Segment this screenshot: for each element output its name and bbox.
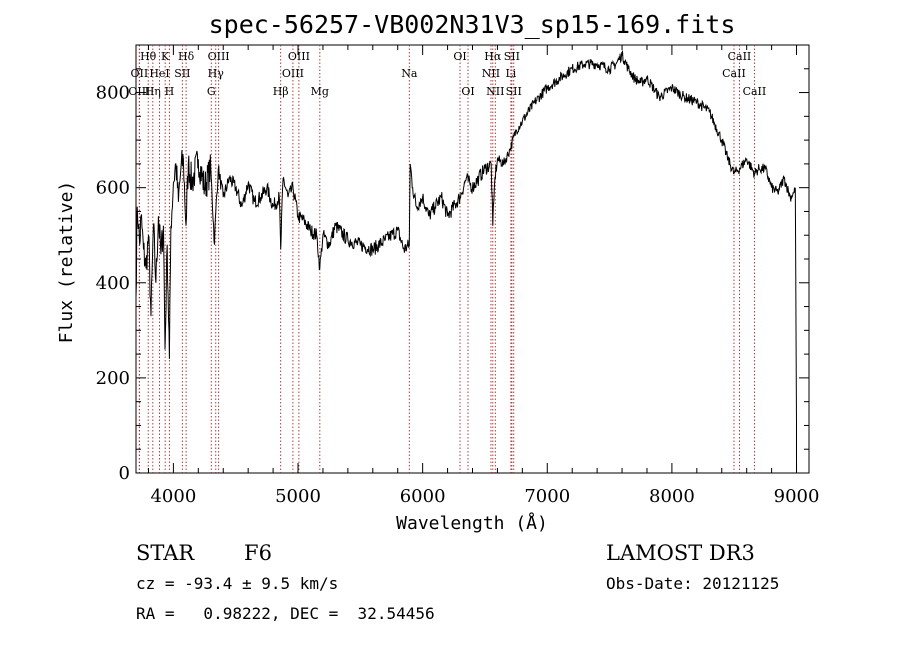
line-label-23: Mg: [311, 85, 329, 98]
obs-date: Obs-Date: 20121125: [606, 574, 779, 593]
flux-series-line: [135, 50, 797, 473]
spectrum-info: STAR F6 LAMOST DR3 cz = -93.4 ± 9.5 km/s…: [136, 541, 779, 623]
line-label-11: SII: [174, 67, 190, 80]
line-label-15: NII: [482, 67, 500, 80]
line-label-21: G: [207, 85, 216, 98]
line-label-8: CaII: [728, 50, 752, 63]
y-tick-label: 800: [96, 83, 130, 104]
chart-title: spec-56257-VB002N31V3_sp15-169.fits: [209, 10, 736, 39]
y-tick-label: 400: [96, 273, 130, 294]
x-tick-label: 8000: [649, 486, 695, 507]
line-label-5: OI: [453, 50, 466, 63]
line-label-20: H: [165, 85, 175, 98]
line-label-6: Hα: [484, 50, 502, 63]
y-tick-label: 0: [119, 463, 130, 484]
line-label-22: Hβ: [273, 85, 289, 98]
line-label-4: OIII: [288, 50, 310, 63]
object-class: STAR: [136, 541, 195, 565]
line-label-7: SII: [504, 50, 520, 63]
y-tick-label: 600: [96, 178, 130, 199]
line-label-3: OIII: [208, 50, 230, 63]
spectral-line-markers: [138, 45, 755, 473]
x-tick-label: 4000: [150, 486, 196, 507]
x-tick-label: 9000: [774, 486, 820, 507]
x-axis-label: Wavelength (Å): [396, 512, 548, 534]
line-label-16: Li: [505, 67, 516, 80]
line-label-10: HeI: [149, 67, 169, 80]
redshift-cz: cz = -93.4 ± 9.5 km/s: [136, 574, 338, 593]
line-label-2: Hδ: [178, 50, 195, 63]
object-subclass: F6: [244, 541, 272, 565]
line-label-12: Hγ: [208, 67, 225, 80]
line-label-19: Hη: [145, 85, 161, 98]
y-tick-label: 200: [96, 368, 130, 389]
y-axis-label: Flux (relative): [56, 181, 77, 344]
line-label-26: SII: [506, 85, 522, 98]
line-label-0: Hθ: [140, 50, 157, 63]
x-axis-ticks: 4000 5000 6000 7000 8000 9000: [147, 45, 820, 507]
line-label-18: OIII: [128, 85, 150, 98]
x-tick-label: 7000: [524, 486, 570, 507]
plot-frame: [135, 44, 810, 474]
x-tick-label: 6000: [400, 486, 446, 507]
y-axis-ticks: 0 200 400 600 800: [96, 44, 809, 484]
x-tick-label: 5000: [275, 486, 321, 507]
line-label-1: K: [161, 50, 170, 63]
line-label-27: CaII: [743, 85, 767, 98]
line-label-14: Na: [401, 67, 418, 80]
line-label-13: OIII: [282, 67, 304, 80]
line-label-9: OII: [131, 67, 149, 80]
line-label-24: OI: [461, 85, 474, 98]
survey-name: LAMOST DR3: [606, 541, 755, 565]
line-label-17: CaII: [722, 67, 746, 80]
line-label-25: NII: [486, 85, 504, 98]
coordinates: RA = 0.98222, DEC = 32.54456: [136, 604, 435, 623]
